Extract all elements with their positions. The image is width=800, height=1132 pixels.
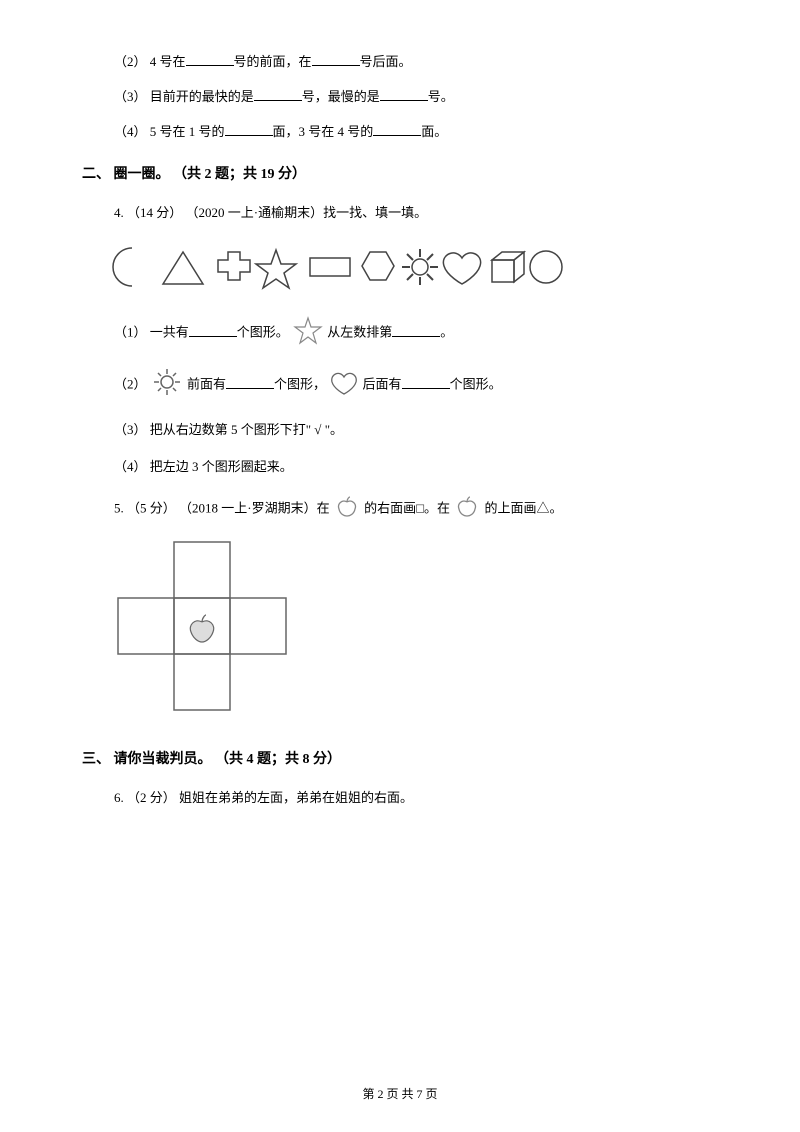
blank[interactable] — [373, 122, 421, 136]
apple-icon — [335, 494, 359, 525]
text: （2） — [114, 377, 150, 392]
blank[interactable] — [402, 375, 450, 389]
text: 号的前面，在 — [234, 54, 312, 69]
q4-head: 4. （14 分） （2020 一上·通榆期末）找一找、填一填。 — [82, 203, 718, 224]
blank[interactable] — [312, 52, 360, 66]
shapes-svg — [114, 242, 564, 292]
q4-s2: （2） 前面有 个图形， 后面有 个图形。 — [82, 367, 718, 404]
blank[interactable] — [186, 52, 234, 66]
sun-icon — [152, 367, 182, 404]
text: 个图形。 — [450, 377, 502, 392]
blank[interactable] — [226, 375, 274, 389]
text: 号。 — [428, 89, 454, 104]
star-icon — [294, 316, 322, 351]
q-item-4: （4） 5 号在 1 号的 面，3 号在 4 号的 面。 — [82, 122, 718, 143]
text: 的右面画□。在 — [364, 500, 453, 515]
q5: 5. （5 分） （2018 一上·罗湖期末）在 的右面画□。在 的上面画△。 — [82, 494, 718, 525]
text: （3） 目前开的最快的是 — [114, 89, 254, 104]
q4-s1: （1） 一共有 个图形。 从左数排第 。 — [82, 316, 718, 351]
blank[interactable] — [380, 87, 428, 101]
text: 个图形， — [274, 377, 326, 392]
text: （1） 一共有 — [114, 325, 189, 340]
section-3-title: 三、 请你当裁判员。 （共 4 题；共 8 分） — [82, 749, 718, 771]
section-2-title: 二、 圈一圈。 （共 2 题；共 19 分） — [82, 164, 718, 186]
text: 号后面。 — [360, 54, 412, 69]
q-item-3: （3） 目前开的最快的是 号，最慢的是 号。 — [82, 87, 718, 108]
q4-s3: （3） 把从右边数第 5 个图形下打" √ "。 — [82, 420, 718, 441]
cross-grid-svg — [114, 540, 294, 720]
text: 的上面画△。 — [484, 500, 562, 515]
heart-icon — [331, 369, 357, 402]
text: 后面有 — [363, 377, 402, 392]
text: 从左数排第 — [327, 325, 392, 340]
q6: 6. （2 分） 姐姐在弟弟的左面，弟弟在姐姐的右面。 — [82, 788, 718, 809]
q-item-2: （2） 4 号在 号的前面，在 号后面。 — [82, 52, 718, 73]
text: （4） 5 号在 1 号的 — [114, 124, 225, 139]
shape-row — [82, 242, 718, 299]
text: 个图形。 — [237, 325, 289, 340]
text: 面。 — [421, 124, 447, 139]
text: 号，最慢的是 — [302, 89, 380, 104]
cross-grid — [82, 540, 718, 727]
blank[interactable] — [189, 323, 237, 337]
page-footer: 第 2 页 共 7 页 — [0, 1085, 800, 1104]
text: 面，3 号在 4 号的 — [273, 124, 374, 139]
text: 前面有 — [187, 377, 226, 392]
blank[interactable] — [225, 122, 273, 136]
text: （2） 4 号在 — [114, 54, 186, 69]
blank[interactable] — [392, 323, 440, 337]
text: 5. （5 分） （2018 一上·罗湖期末）在 — [114, 500, 333, 515]
text: 。 — [440, 325, 453, 340]
q4-s4: （4） 把左边 3 个图形圈起来。 — [82, 457, 718, 478]
apple-icon — [455, 494, 479, 525]
blank[interactable] — [254, 87, 302, 101]
